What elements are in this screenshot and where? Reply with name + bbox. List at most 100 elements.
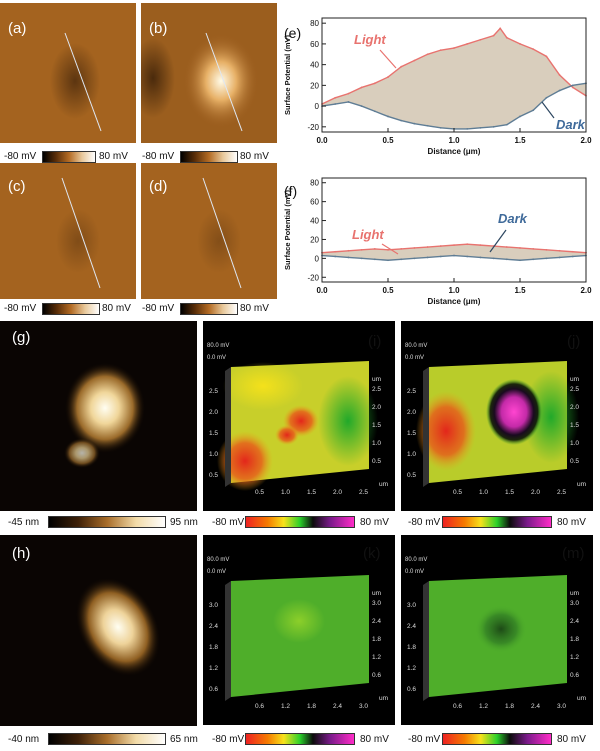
cbar-min-m: -80 mV [408, 734, 441, 745]
data-point [439, 126, 442, 129]
series-line-light [321, 27, 587, 105]
panel-label: (f) [284, 183, 297, 199]
data-point [426, 53, 429, 56]
data-point [439, 245, 442, 247]
panel-label: (e) [284, 25, 301, 41]
data-point [347, 101, 350, 103]
data-point [400, 258, 403, 261]
data-point [519, 259, 521, 262]
y-tick-label-left: 0.6 [407, 686, 416, 693]
x-tick-label: 0.0 [316, 286, 328, 295]
data-point [558, 74, 561, 76]
axis-unit-bottom: um [379, 481, 388, 488]
colorbar-b [180, 151, 238, 163]
cbar-min-i: -80 mV [212, 517, 245, 528]
data-point [426, 256, 429, 259]
x-tick-label: 1.2 [281, 703, 290, 710]
cbar-max-b: 80 mV [240, 151, 269, 162]
potential-region [273, 599, 325, 643]
axis-unit-bottom: um [577, 481, 586, 488]
colorbar-h [48, 733, 166, 745]
data-point [373, 110, 376, 113]
z-axis-min: 0.0 mV [207, 355, 226, 361]
x-tick-label: 1.0 [448, 136, 460, 145]
cbar-max-j: 80 mV [557, 517, 586, 528]
y-tick-label-right: 1.0 [570, 440, 579, 447]
x-tick-label: 1.5 [514, 136, 526, 145]
data-point [499, 27, 502, 30]
cbar-min-h: -40 nm [8, 734, 40, 745]
potential-region [318, 376, 378, 466]
data-point [571, 84, 574, 87]
z-axis-min: 0.0 mV [207, 569, 226, 575]
data-point [413, 247, 416, 249]
x-tick-label: 2.5 [557, 489, 566, 496]
x-tick-label: 3.0 [557, 703, 566, 710]
x-tick-label: 0.5 [255, 489, 264, 496]
chart-e: -20 0 20 40 60 80 0.0 0.5 1.0 1.5 2.0 Distance (μm)… [283, 17, 592, 156]
y-tick-label-left: 2.0 [209, 409, 218, 416]
y-tick-label-left: 1.5 [209, 430, 218, 437]
potential-region [475, 605, 527, 653]
y-tick-label-left: 1.0 [209, 451, 218, 458]
data-point [492, 257, 495, 260]
x-tick-label: 1.0 [448, 286, 460, 295]
afm-panel-a [0, 3, 136, 143]
x-axis-label: Distance (μm) [428, 297, 481, 306]
potential-region [486, 379, 542, 445]
data-point [426, 246, 429, 248]
x-tick-label: 0.5 [382, 286, 394, 295]
y-tick-label-left: 1.0 [407, 451, 416, 458]
y-tick-label-left: 1.8 [407, 644, 416, 651]
data-point [453, 254, 455, 257]
axis-unit-bottom: um [577, 695, 586, 702]
cbar-max-d: 80 mV [240, 303, 269, 314]
data-point [400, 119, 403, 122]
cbar-max-a: 80 mV [99, 151, 128, 162]
x-tick-label: 2.0 [580, 136, 592, 145]
x-tick-label: 2.5 [359, 489, 368, 496]
y-tick-label-right: 3.0 [372, 600, 381, 607]
data-point [519, 43, 521, 45]
y-tick-label: 60 [310, 40, 319, 49]
y-tick-label: 60 [310, 198, 319, 207]
panel-label-c: (c) [8, 178, 26, 195]
topo-panel-h [0, 535, 197, 726]
panel-label-m: (m) [562, 545, 585, 562]
cbar-min-b: -80 mV [142, 151, 175, 162]
panel-label-d: (d) [149, 178, 168, 195]
y-tick-label-left: 2.4 [407, 623, 416, 630]
kpfm-panel-j: 80.0 mV 0.0 mV 2.5 2.0 1.5 1.0 0.5 um 2.5 2.0 1.5 1… [401, 321, 593, 511]
data-point [334, 96, 337, 99]
annotation-arrow-light [379, 49, 397, 69]
topo-panel-g [0, 321, 197, 511]
data-point [571, 86, 574, 89]
colorbar-a [42, 151, 96, 163]
data-point [545, 257, 548, 260]
afm-panel-d [141, 163, 277, 299]
y-tick-label-right: 2.0 [372, 404, 381, 411]
y-tick-label-right: 1.0 [372, 440, 381, 447]
z-axis-min: 0.0 mV [405, 569, 424, 575]
annotation-arrow-dark [541, 101, 555, 119]
y-tick-label-left: 0.5 [407, 472, 416, 479]
data-point [334, 250, 337, 253]
panel-label-j: (j) [567, 333, 581, 350]
data-point [558, 256, 561, 259]
data-point [558, 249, 561, 252]
data-point [479, 126, 482, 129]
panel-label-i: (i) [368, 333, 382, 350]
panel-label-k: (k) [363, 545, 381, 562]
y-tick-label-left: 3.0 [209, 602, 218, 609]
potential-region [275, 425, 299, 445]
annotation-dark: Dark [556, 117, 586, 132]
x-tick-label: 1.5 [514, 286, 526, 295]
colorbar-c [42, 303, 100, 315]
kpfm-panel-m: 80.0 mV 0.0 mV 3.0 2.4 1.8 1.2 0.6 um 3.0 2.4 1.8 1… [401, 535, 593, 725]
annotation-arrow-light [381, 243, 399, 255]
data-point [347, 256, 350, 259]
data-point [505, 36, 508, 39]
x-tick-label: 2.0 [580, 286, 592, 295]
colorbar-g [48, 516, 166, 528]
data-point [532, 258, 535, 261]
